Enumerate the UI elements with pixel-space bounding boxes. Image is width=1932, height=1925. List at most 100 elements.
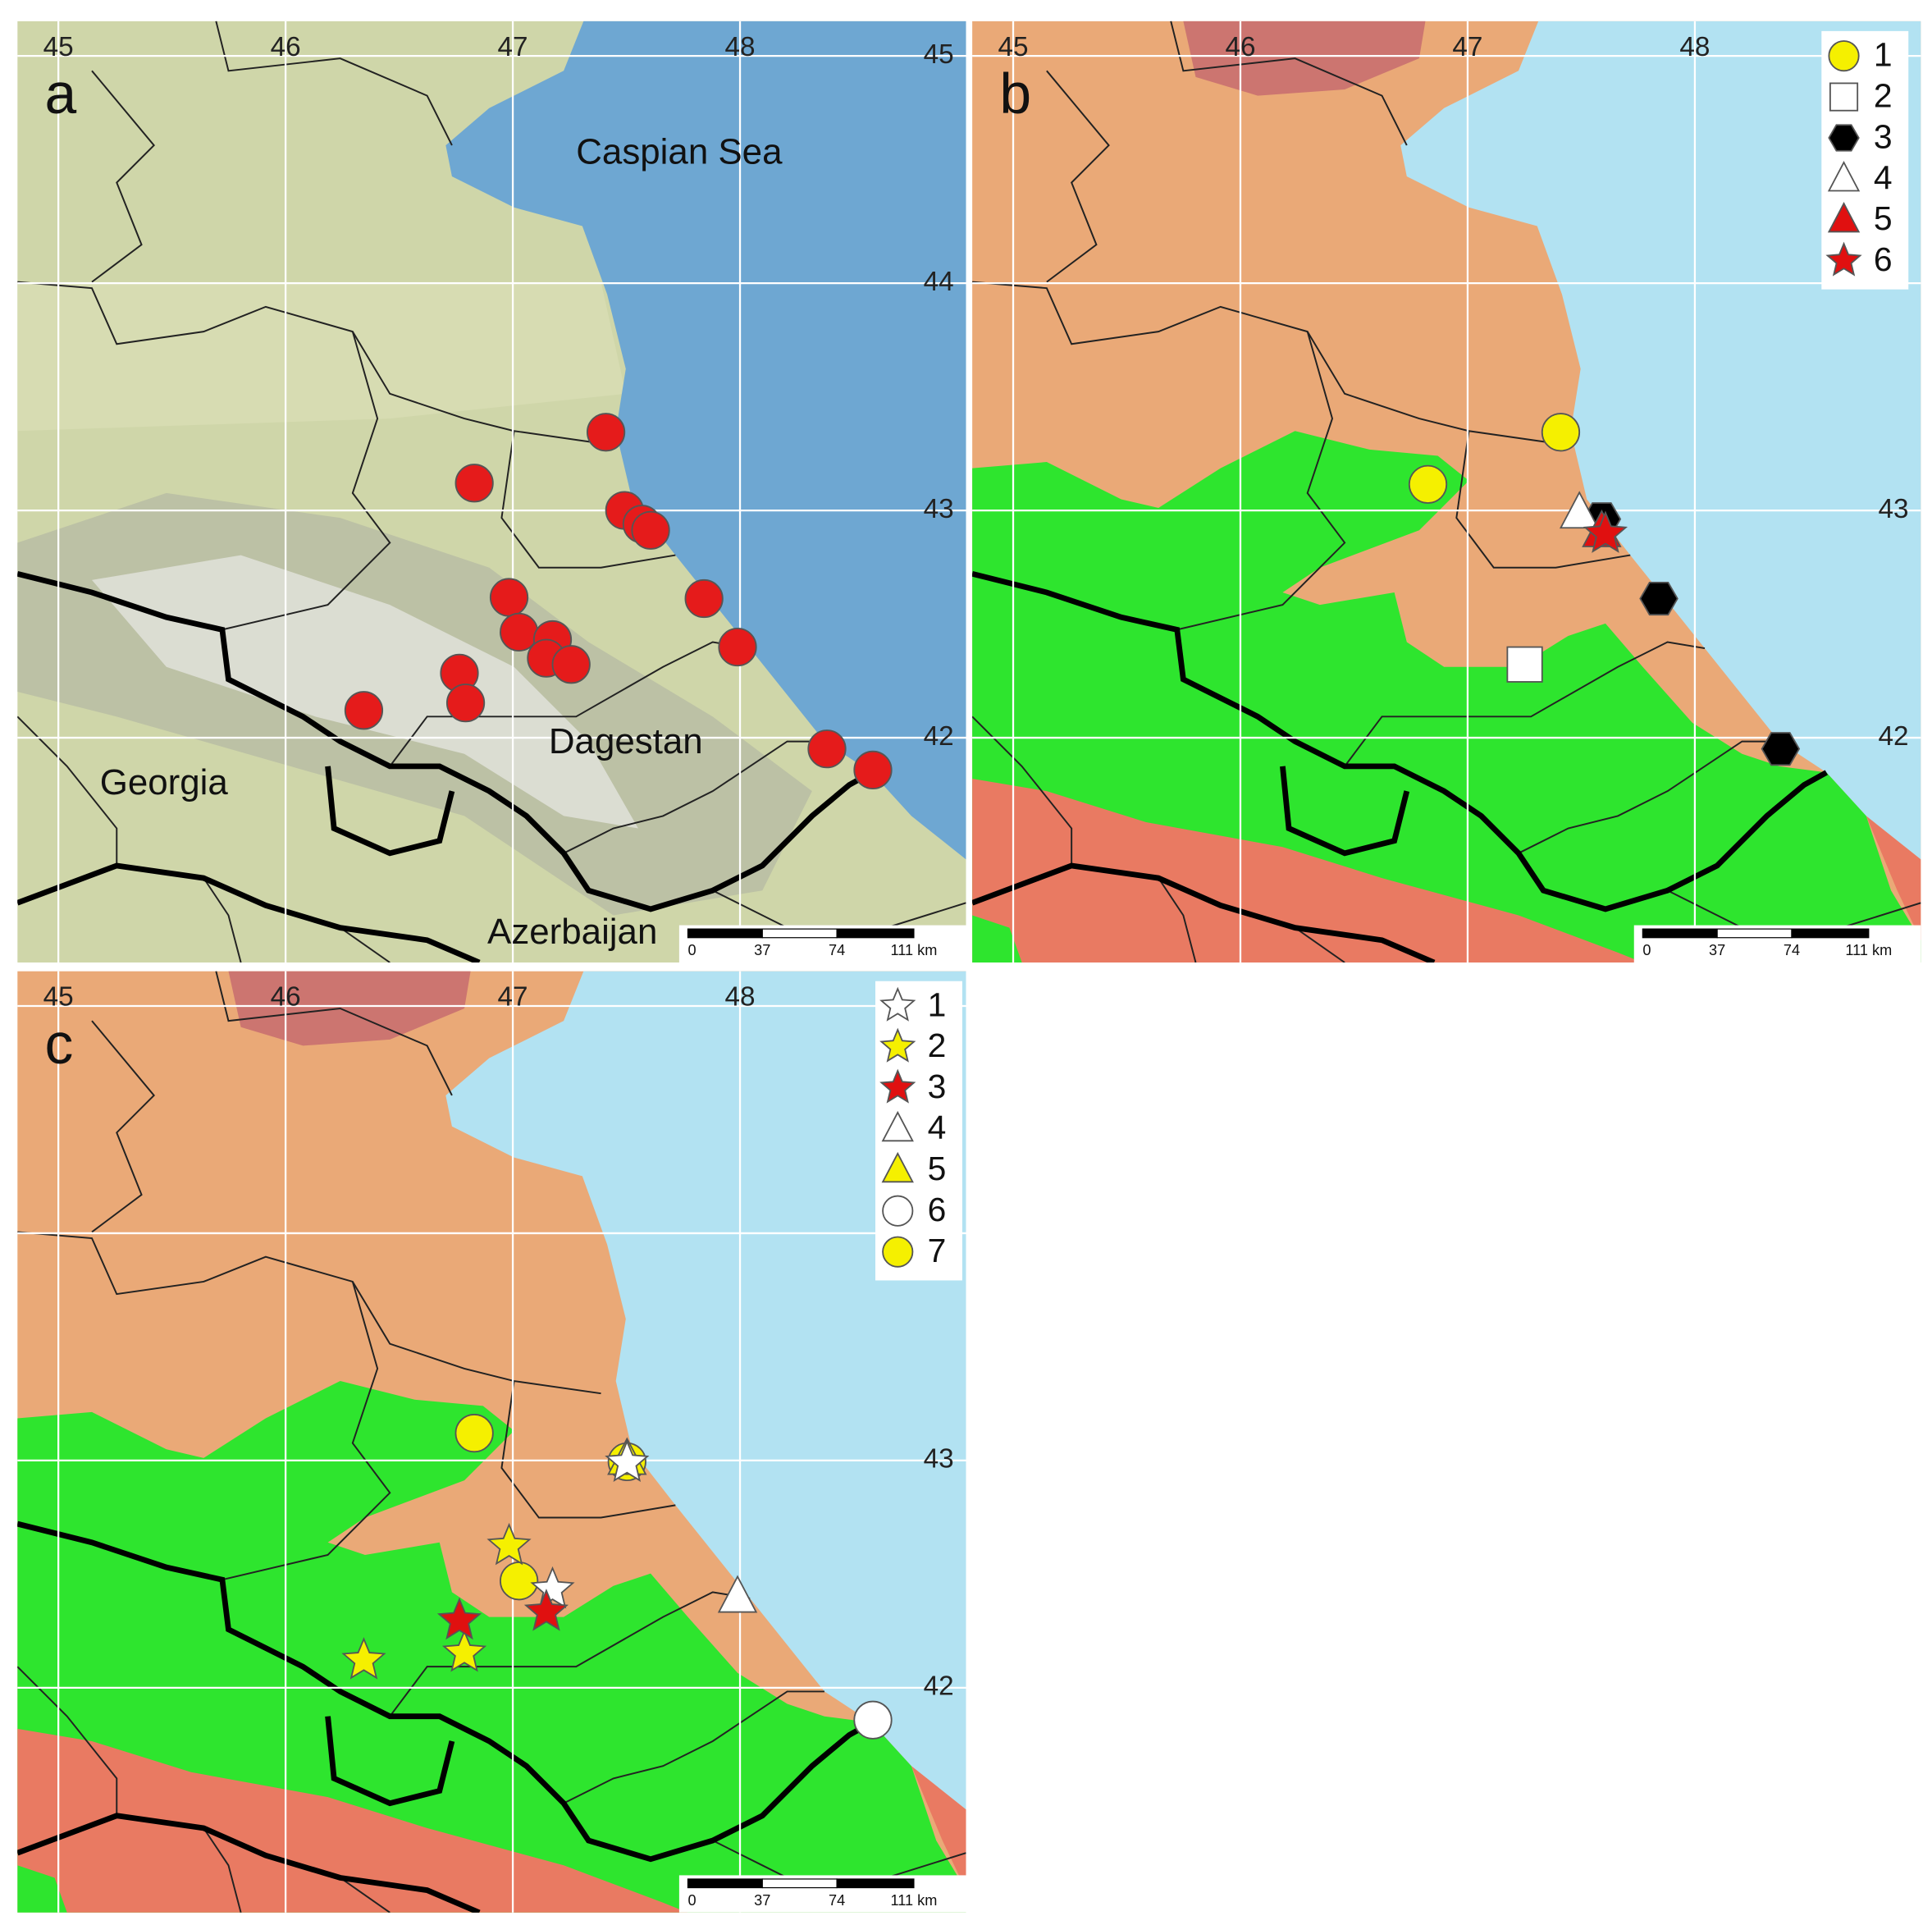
panel-label: b [999,62,1031,126]
marker [1639,581,1679,616]
admin-border [340,1877,391,1913]
legend-label: 7 [928,1232,947,1269]
state-border [17,1520,874,1863]
admin-border [563,1690,824,1804]
lon-label: 46 [271,32,301,62]
scale-segment [1642,928,1718,939]
admin-border [1046,70,1110,283]
lon-label: 48 [725,982,756,1013]
marker [489,578,529,617]
marker [586,413,626,452]
scale-segment [836,1878,915,1889]
legend-label: 6 [928,1191,947,1228]
admin-border [1344,641,1706,767]
marker [454,1414,494,1453]
legend-label: 3 [928,1068,947,1105]
marker [631,510,670,550]
scale-segment [836,928,915,939]
scale-label: 74 [829,942,845,958]
marker [1827,161,1861,192]
legend-label: 4 [1874,158,1893,196]
sea [445,971,966,1810]
admin-border [203,1827,242,1913]
legend-label: 1 [928,985,947,1023]
admin-border [972,716,1073,866]
admin-border [972,281,1556,445]
marker [1828,40,1860,72]
zone-darkred [1183,21,1426,96]
admin-border [1455,431,1631,569]
admin-border [389,641,751,767]
legend-label: 4 [928,1109,947,1146]
admin-border [17,1231,601,1395]
state-border [17,1813,481,1913]
legend-label: 3 [1874,117,1893,155]
marker [718,627,757,667]
state-border [17,570,874,912]
admin-border [222,331,391,631]
state-border [325,766,455,857]
marker [445,684,486,723]
lon-label: 45 [43,982,74,1013]
admin-border [389,1591,751,1717]
marker [523,1589,569,1631]
admin-border [1176,331,1346,631]
zone-red [17,1728,688,1913]
lon-label: 46 [1225,32,1255,62]
lat-label: 42 [1879,721,1909,752]
place-name: Dagestan [549,721,703,761]
admin-border [1170,21,1408,146]
place-name: Caspian Sea [576,131,783,171]
lon-label: 48 [725,32,756,62]
lon-label: 47 [1452,32,1482,62]
lon-label: 46 [271,982,301,1013]
admin-border [1158,877,1197,962]
admin-border [17,281,601,445]
admin-border [500,1380,676,1519]
scale-label: 111 km [891,942,938,958]
admin-border [17,716,118,866]
legend-label: 6 [1874,240,1893,278]
panel-label: a [44,62,76,126]
state-border [972,862,1436,962]
legend-label: 5 [928,1150,947,1187]
scale-label: 37 [754,942,770,958]
marker [879,1027,916,1063]
lon-label: 48 [1679,32,1710,62]
state-border [1280,766,1410,857]
marker [684,578,724,619]
marker [551,645,591,684]
marker [341,1637,386,1680]
marker [882,1236,914,1268]
marker [344,691,384,730]
marker [530,1566,575,1609]
marker [1761,732,1801,766]
marker [853,1700,893,1740]
marker [605,1439,650,1482]
lowland [17,281,626,432]
admin-border [1518,740,1779,854]
admin-border [215,971,453,1096]
scale-label: 111 km [891,1892,938,1909]
scale-label: 111 km [1845,942,1892,958]
zone-darkred [228,971,471,1046]
admin-border [91,1020,156,1233]
legend-label: 2 [928,1027,947,1064]
zone-red [972,779,1643,962]
marker [1827,202,1861,233]
marker [1583,510,1628,553]
lat-label: 43 [924,494,954,524]
lat-label: 44 [924,267,954,297]
admin-border [91,70,156,283]
lat-label: 42 [924,1671,954,1702]
marker [1506,646,1543,683]
admin-border [563,740,824,854]
admin-border [215,21,453,146]
admin-border [1295,926,1345,962]
legend-label: 1 [1874,35,1893,73]
marker [1828,124,1860,152]
scale-label: 37 [754,1892,770,1909]
